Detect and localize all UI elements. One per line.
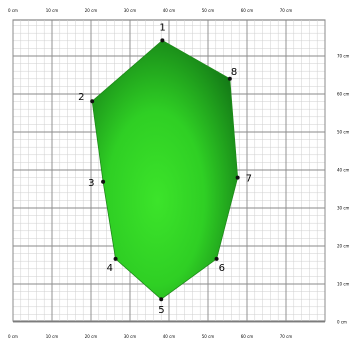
x-axis-labels-top: 0 cm 10 cm 20 cm 30 cm 40 cm 50 cm 60 cm 70 cm: [8, 8, 292, 13]
vertex-label-7: 7: [246, 174, 252, 185]
vertex-label-8: 8: [231, 67, 237, 78]
vertex-dot-8: [227, 76, 232, 81]
x-label-top: 10 cm: [46, 8, 59, 13]
x-label-bottom: 50 cm: [202, 334, 215, 339]
x-label-bottom: 10 cm: [46, 334, 59, 339]
vertex-label-5: 5: [158, 305, 164, 316]
y-label-right: 60 cm: [337, 92, 349, 97]
x-label-top: 0 cm: [8, 8, 18, 13]
vertex-dot-4: [113, 256, 118, 261]
vertex-label-1: 1: [159, 22, 165, 33]
x-label-bottom: 20 cm: [85, 334, 98, 339]
y-label-right: 70 cm: [337, 54, 349, 59]
x-label-bottom: 60 cm: [241, 334, 254, 339]
x-label-top: 60 cm: [241, 8, 254, 13]
x-axis-labels-bottom: 0 cm 10 cm 20 cm 30 cm 40 cm 50 cm 60 cm 70 cm: [8, 334, 292, 339]
vertex-dot-1: [160, 38, 165, 43]
vertex-dot-6: [214, 256, 219, 261]
x-label-top: 20 cm: [85, 8, 98, 13]
vertex-label-4: 4: [107, 263, 113, 274]
vertex-dot-5: [159, 297, 164, 302]
x-label-top: 30 cm: [124, 8, 137, 13]
x-label-bottom: 30 cm: [124, 334, 137, 339]
y-label-right: 0 cm: [337, 320, 347, 325]
y-label-right: 30 cm: [337, 206, 349, 211]
x-label-bottom: 70 cm: [280, 334, 293, 339]
y-axis-labels-right: 70 cm 60 cm 50 cm 40 cm 30 cm 20 cm 10 cm 0 cm: [337, 54, 349, 325]
y-label-right: 40 cm: [337, 168, 349, 173]
y-label-right: 50 cm: [337, 130, 349, 135]
x-label-top: 70 cm: [280, 8, 293, 13]
vertex-label-3: 3: [88, 178, 94, 189]
x-label-bottom: 0 cm: [8, 334, 18, 339]
vertex-label-6: 6: [219, 263, 225, 274]
vertex-label-2: 2: [78, 92, 84, 103]
y-label-right: 10 cm: [337, 282, 349, 287]
vertex-dot-7: [235, 175, 240, 180]
x-label-bottom: 40 cm: [163, 334, 176, 339]
vertex-dot-2: [90, 99, 95, 104]
x-label-top: 50 cm: [202, 8, 215, 13]
vertex-dot-3: [101, 179, 106, 184]
vertex-markers: 1 8 7 6 5 4 3 2: [78, 22, 252, 316]
x-label-top: 40 cm: [163, 8, 176, 13]
y-label-right: 20 cm: [337, 244, 349, 249]
